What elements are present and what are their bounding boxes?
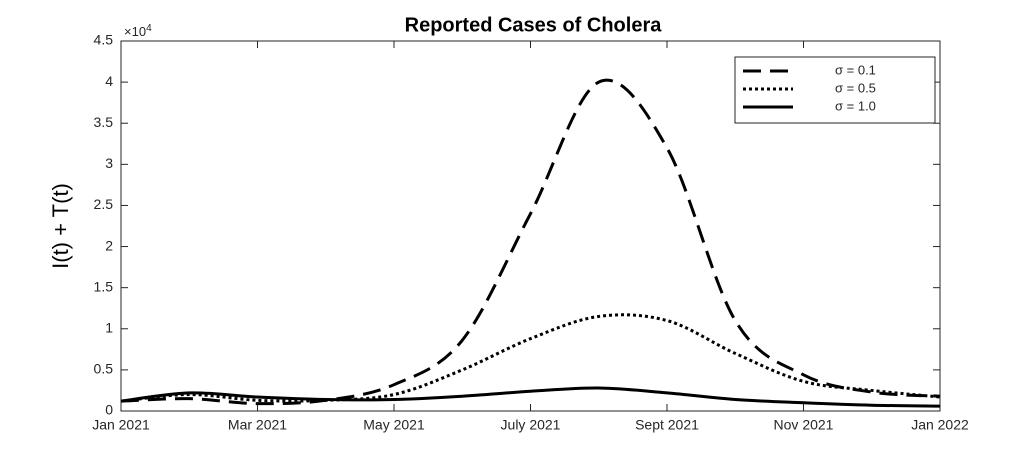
x-tick-label: Mar 2021 xyxy=(228,417,287,433)
y-axis-label: I(t) + T(t) xyxy=(48,183,73,269)
x-tick-label: May 2021 xyxy=(363,417,425,433)
y-multiplier-exponent: 4 xyxy=(146,23,152,34)
y-tick-label: 0.5 xyxy=(94,361,114,377)
y-multiplier: ×104 xyxy=(124,23,152,40)
series-line xyxy=(120,386,941,408)
y-tick-label: 4.5 xyxy=(94,32,114,48)
x-tick-label: Sept 2021 xyxy=(635,417,699,433)
y-multiplier-base: ×10 xyxy=(124,24,146,39)
legend-label: σ = 1.0 xyxy=(835,98,876,113)
y-tick-label: 0 xyxy=(105,402,113,418)
y-tick-label: 3.5 xyxy=(94,114,114,130)
y-tick-label: 1.5 xyxy=(94,278,114,294)
x-tick-label: Nov 2021 xyxy=(774,417,834,433)
x-tick-label: Jan 2022 xyxy=(911,417,969,433)
series-line xyxy=(120,313,941,403)
y-tick-label: 2 xyxy=(105,237,113,253)
legend-label: σ = 0.5 xyxy=(835,80,876,95)
chart-title: Reported Cases of Cholera xyxy=(405,14,663,36)
y-tick-label: 4 xyxy=(105,73,113,89)
series-line xyxy=(120,78,941,406)
x-tick-label: July 2021 xyxy=(501,417,561,433)
y-tick-label: 2.5 xyxy=(94,196,114,212)
legend-label: σ = 0.1 xyxy=(835,62,876,77)
y-tick-label: 3 xyxy=(105,155,113,171)
y-tick-label: 1 xyxy=(105,319,113,335)
x-tick-label: Jan 2021 xyxy=(92,417,150,433)
